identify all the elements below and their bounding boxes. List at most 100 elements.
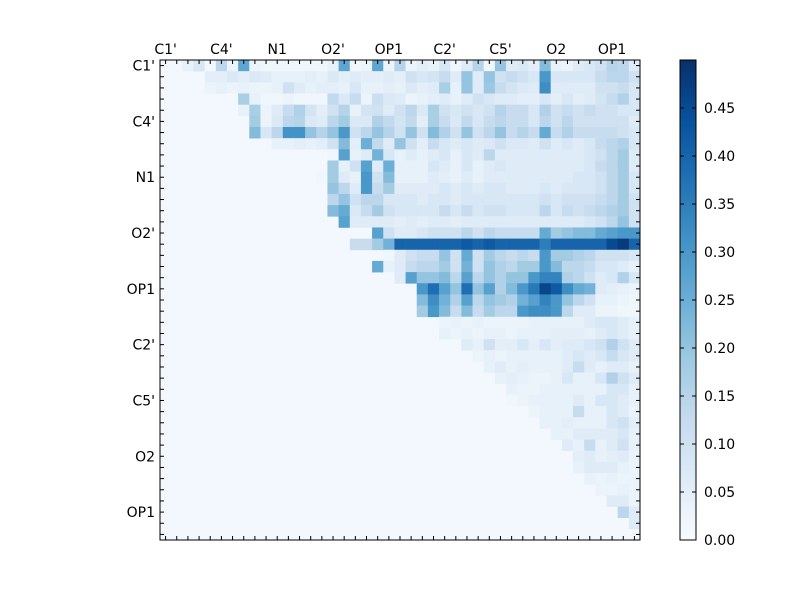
heatmap-cell bbox=[539, 216, 552, 228]
heatmap-cell bbox=[338, 82, 351, 94]
heatmap-cell bbox=[573, 193, 585, 206]
heatmap-cell bbox=[595, 406, 607, 418]
heatmap-cell bbox=[506, 126, 518, 139]
heatmap-cell bbox=[494, 205, 507, 217]
heatmap-cell bbox=[394, 138, 406, 150]
heatmap-cell bbox=[528, 71, 540, 83]
heatmap-cell bbox=[628, 260, 641, 273]
heatmap-cell bbox=[595, 361, 607, 373]
heatmap-cell bbox=[427, 138, 440, 150]
heatmap-cell bbox=[483, 272, 496, 284]
heatmap-cell bbox=[517, 394, 529, 407]
heatmap-cell bbox=[327, 115, 339, 128]
heatmap-cell bbox=[539, 260, 552, 273]
heatmap-cell bbox=[349, 126, 362, 139]
heatmap-cell bbox=[338, 115, 351, 128]
x-tick-label: C4' bbox=[210, 42, 233, 58]
heatmap-cell bbox=[617, 372, 630, 385]
heatmap-cell bbox=[439, 93, 451, 105]
heatmap-cell bbox=[349, 149, 362, 161]
heatmap-cell bbox=[517, 205, 529, 217]
heatmap-cell bbox=[573, 126, 585, 139]
heatmap-cell bbox=[606, 193, 619, 206]
heatmap-cell bbox=[316, 93, 328, 105]
heatmap-cell bbox=[494, 138, 507, 150]
heatmap-cell bbox=[550, 260, 563, 273]
heatmap-cell bbox=[316, 171, 328, 184]
heatmap-cell bbox=[550, 171, 563, 184]
heatmap-cell bbox=[461, 238, 473, 251]
heatmap-cell bbox=[539, 182, 552, 195]
heatmap-cell bbox=[494, 193, 507, 206]
heatmap-cell bbox=[215, 82, 228, 94]
heatmap-cell bbox=[450, 171, 462, 184]
heatmap-cell bbox=[517, 249, 529, 262]
heatmap-cell bbox=[494, 93, 507, 105]
heatmap-cell bbox=[617, 238, 630, 251]
heatmap-cell bbox=[506, 260, 518, 273]
heatmap-cell bbox=[539, 227, 552, 239]
heatmap-cell bbox=[595, 383, 607, 396]
heatmap-cell bbox=[394, 205, 406, 217]
heatmap-cell bbox=[494, 361, 507, 373]
heatmap-cell bbox=[260, 115, 272, 128]
heatmap-cell bbox=[349, 193, 362, 206]
heatmap-cell bbox=[506, 93, 518, 105]
heatmap-cell bbox=[271, 82, 284, 94]
heatmap-cell bbox=[606, 260, 619, 273]
heatmap-cell bbox=[327, 93, 339, 105]
heatmap-cell bbox=[584, 249, 596, 262]
heatmap-cell bbox=[628, 350, 641, 362]
heatmap-cell bbox=[360, 60, 373, 72]
heatmap-cell bbox=[606, 283, 619, 295]
heatmap-cell bbox=[416, 126, 429, 139]
heatmap-cell bbox=[405, 238, 418, 251]
heatmap-cell bbox=[360, 104, 373, 117]
heatmap-cell bbox=[595, 238, 607, 251]
heatmap-cell bbox=[528, 350, 540, 362]
heatmap-cell bbox=[517, 327, 529, 340]
heatmap-cell bbox=[539, 372, 552, 385]
heatmap-cell bbox=[360, 216, 373, 228]
heatmap-cell bbox=[249, 104, 261, 117]
heatmap-cell bbox=[483, 238, 496, 251]
heatmap-cell bbox=[528, 383, 540, 396]
heatmap-cell bbox=[494, 160, 507, 172]
heatmap-cell bbox=[617, 126, 630, 139]
heatmap-cell bbox=[517, 82, 529, 94]
heatmap-cell bbox=[416, 249, 429, 262]
heatmap-cell bbox=[494, 327, 507, 340]
heatmap-cell bbox=[282, 104, 295, 117]
heatmap-cell bbox=[517, 182, 529, 195]
heatmap-cell bbox=[483, 171, 496, 184]
heatmap-cell bbox=[550, 216, 563, 228]
heatmap-cell bbox=[439, 272, 451, 284]
heatmap-cell bbox=[416, 305, 429, 318]
heatmap-cell bbox=[416, 82, 429, 94]
heatmap-cell bbox=[606, 205, 619, 217]
heatmap-cell bbox=[439, 160, 451, 172]
heatmap-cell bbox=[539, 171, 552, 184]
heatmap-cell bbox=[249, 93, 261, 105]
heatmap-cell bbox=[550, 182, 563, 195]
heatmap-cell bbox=[461, 205, 473, 217]
heatmap-cell bbox=[584, 350, 596, 362]
heatmap-cell bbox=[595, 193, 607, 206]
heatmap-cell bbox=[606, 182, 619, 195]
heatmap-cell bbox=[617, 171, 630, 184]
heatmap-cell bbox=[550, 394, 563, 407]
heatmap-cell bbox=[405, 193, 418, 206]
y-tick-label: N1 bbox=[136, 170, 155, 186]
heatmap-cell bbox=[394, 126, 406, 139]
heatmap-cell bbox=[528, 406, 540, 418]
heatmap-cell bbox=[528, 115, 540, 128]
heatmap-cell bbox=[405, 71, 418, 83]
heatmap-cell bbox=[383, 126, 395, 139]
heatmap-cell bbox=[584, 406, 596, 418]
heatmap-cell bbox=[595, 305, 607, 318]
heatmap-cell bbox=[506, 182, 518, 195]
heatmap-cell bbox=[450, 104, 462, 117]
heatmap-cell bbox=[338, 160, 351, 172]
heatmap-cell bbox=[405, 249, 418, 262]
heatmap-cell bbox=[483, 71, 496, 83]
